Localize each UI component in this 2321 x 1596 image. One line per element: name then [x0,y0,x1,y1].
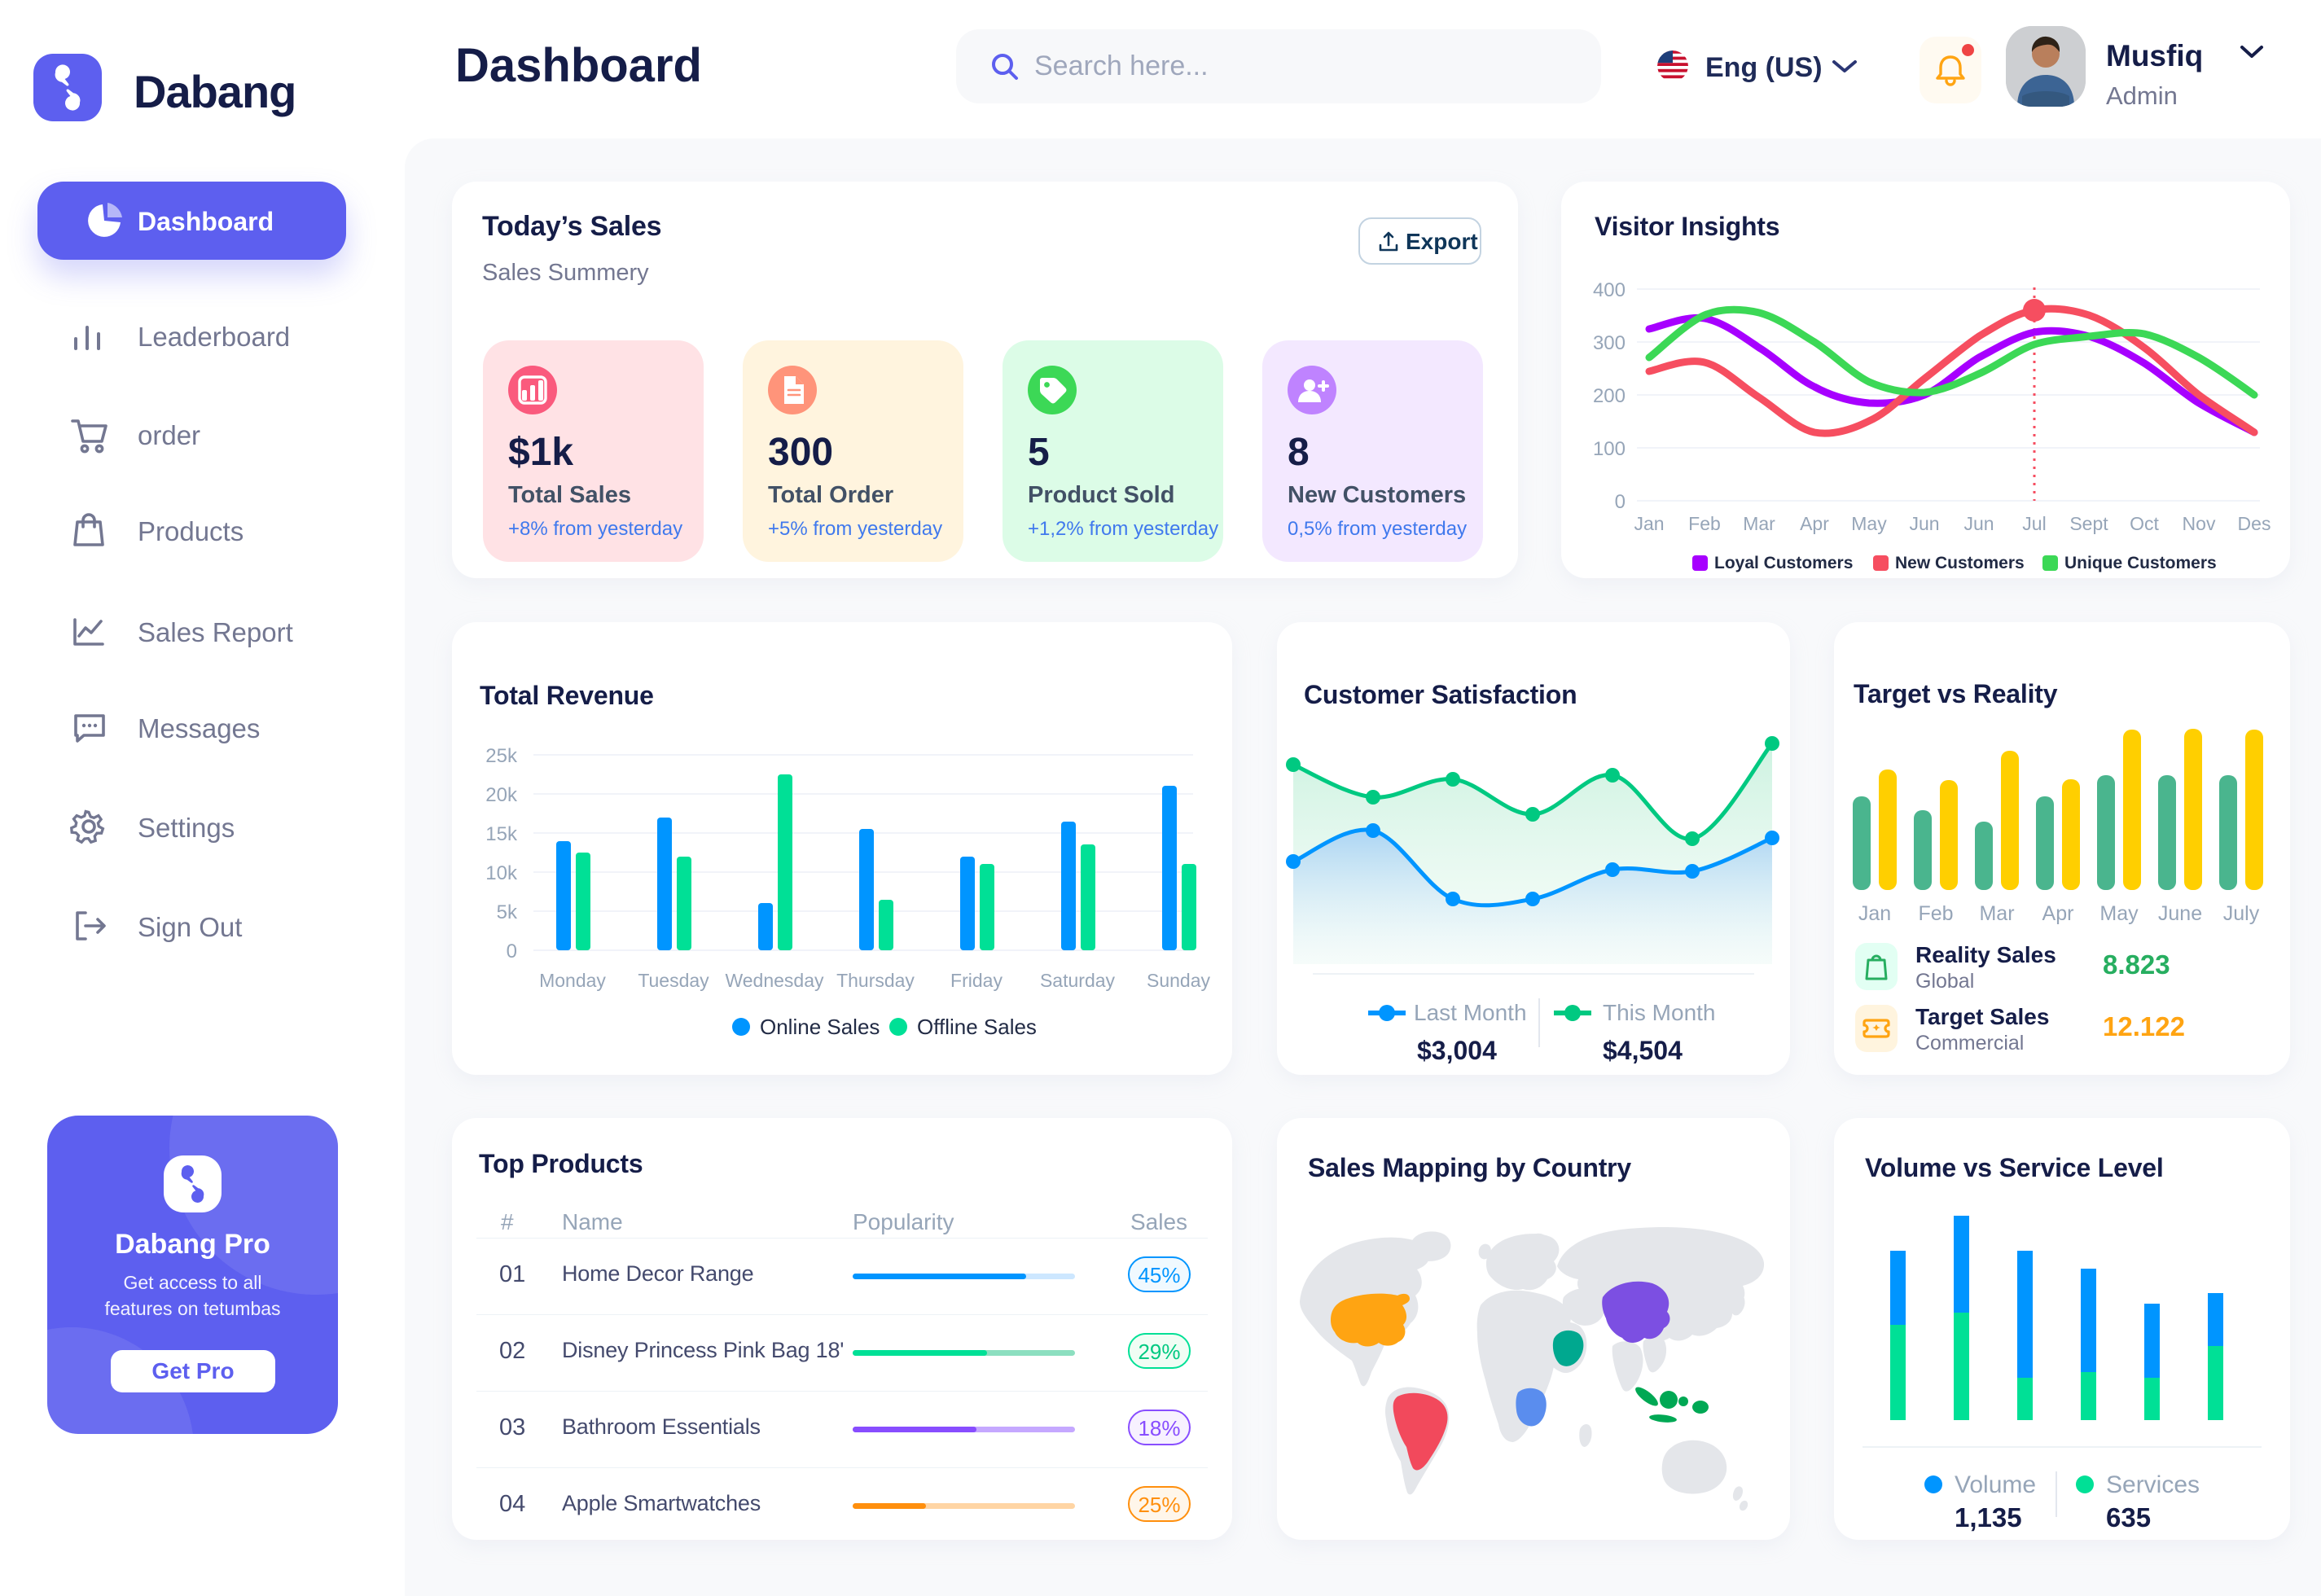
svg-text:New Customers: New Customers [1895,554,2025,572]
svg-text:June: June [2158,902,2202,925]
svg-text:$3,004: $3,004 [1417,1036,1497,1065]
svg-text:Des: Des [2238,513,2271,534]
svg-text:10k: 10k [485,862,518,884]
svg-text:Unique Customers: Unique Customers [2064,554,2217,572]
svg-text:Apr: Apr [2042,902,2074,925]
svg-text:July: July [2223,902,2260,925]
svg-text:$4,504: $4,504 [1603,1036,1683,1065]
svg-text:200: 200 [1593,385,1626,407]
svg-text:8.823: 8.823 [2103,949,2170,980]
svg-text:100: 100 [1593,438,1626,460]
svg-text:Nov: Nov [2183,513,2216,534]
svg-text:0: 0 [1615,491,1626,513]
svg-text:Feb: Feb [1918,902,1953,925]
svg-text:Tuesday: Tuesday [638,970,709,991]
svg-text:Friday: Friday [950,970,1003,991]
svg-text:Jun: Jun [1909,513,1939,534]
svg-text:Online Sales: Online Sales [760,1015,880,1039]
svg-text:Last Month: Last Month [1414,1000,1527,1025]
svg-text:25k: 25k [485,745,518,767]
svg-text:Offline Sales: Offline Sales [917,1015,1037,1039]
svg-text:Sept: Sept [2069,513,2108,534]
svg-text:This Month: This Month [1603,1000,1716,1025]
svg-text:400: 400 [1593,279,1626,301]
svg-text:Feb: Feb [1688,513,1721,534]
svg-text:Saturday: Saturday [1040,970,1116,991]
svg-text:1,135: 1,135 [1955,1502,2022,1532]
svg-text:May: May [2099,902,2139,925]
svg-text:Jan: Jan [1634,513,1664,534]
svg-text:Jun: Jun [1963,513,1994,534]
svg-text:Mar: Mar [1743,513,1775,534]
svg-text:Sunday: Sunday [1147,970,1211,991]
svg-text:0: 0 [507,940,517,962]
svg-text:Thursday: Thursday [836,970,915,991]
svg-text:May: May [1851,513,1887,534]
svg-text:Oct: Oct [2130,513,2159,534]
svg-text:635: 635 [2106,1502,2151,1532]
svg-text:12.122: 12.122 [2103,1011,2185,1041]
svg-text:Commercial: Commercial [1915,1032,2024,1054]
svg-text:15k: 15k [485,823,518,845]
svg-text:Mar: Mar [1979,902,2014,925]
svg-text:Volume: Volume [1955,1471,2036,1498]
svg-text:Reality Sales: Reality Sales [1915,942,2056,967]
svg-text:5k: 5k [497,901,518,923]
svg-text:Jul: Jul [2022,513,2046,534]
svg-text:Global: Global [1915,970,1974,993]
svg-text:Monday: Monday [539,970,606,991]
svg-text:300: 300 [1593,332,1626,354]
svg-text:Wednesday: Wednesday [725,970,824,991]
svg-text:Loyal Customers: Loyal Customers [1714,554,1853,572]
svg-text:Jan: Jan [1858,902,1891,925]
svg-text:Services: Services [2106,1471,2200,1498]
svg-text:Target Sales: Target Sales [1915,1004,2049,1029]
svg-text:Apr: Apr [1800,513,1829,534]
svg-text:20k: 20k [485,784,518,806]
